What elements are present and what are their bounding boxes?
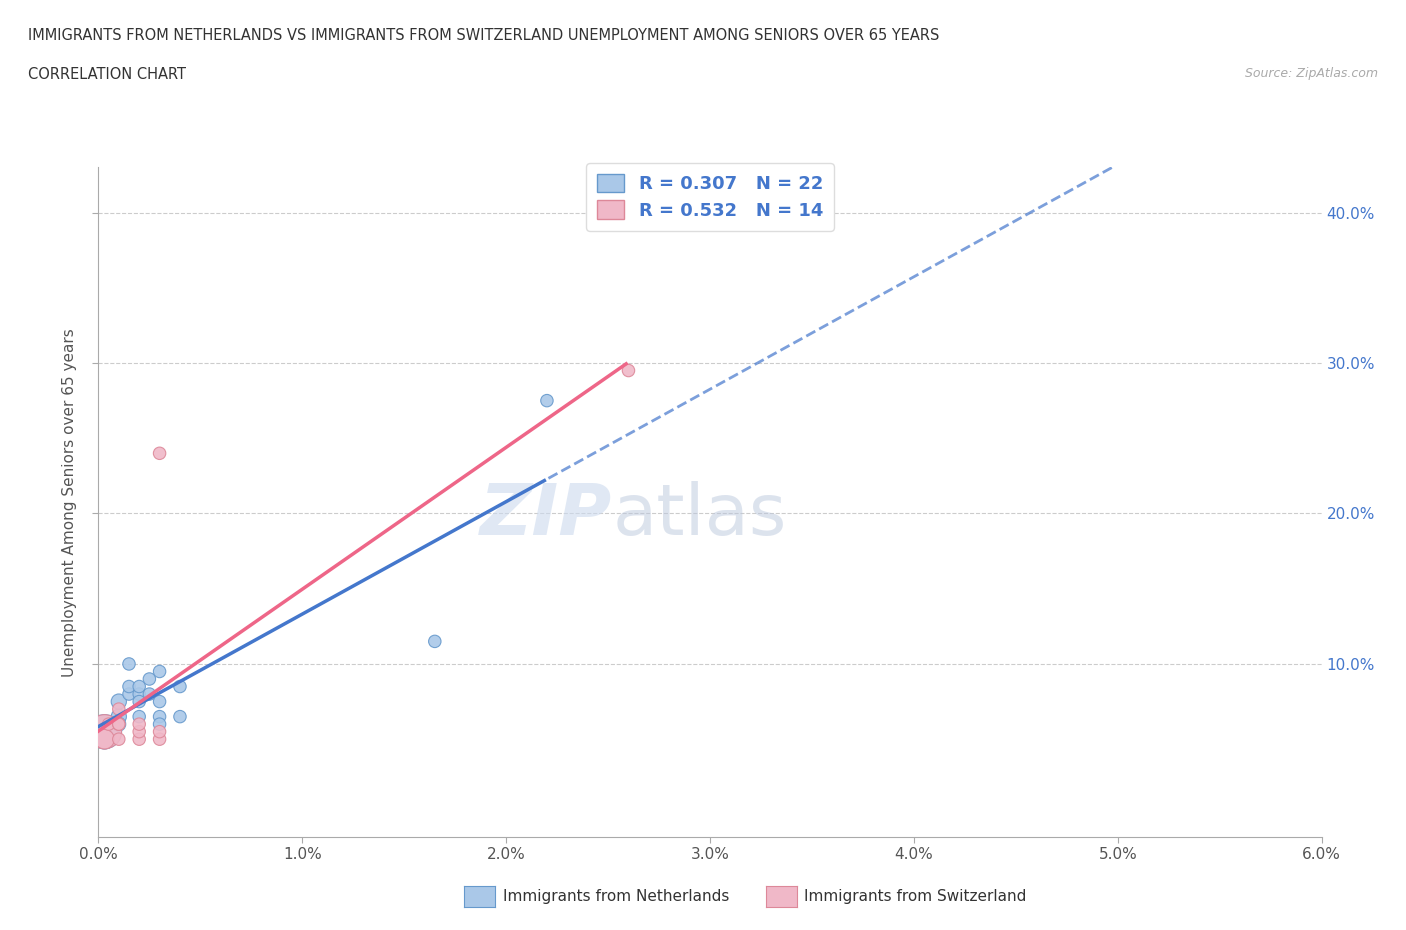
- Point: [149, 732, 172, 747]
- Point: [93, 724, 115, 739]
- Point: [169, 679, 191, 694]
- Point: [108, 717, 131, 732]
- Point: [423, 634, 446, 649]
- Point: [118, 686, 141, 701]
- Point: [108, 717, 131, 732]
- Text: IMMIGRANTS FROM NETHERLANDS VS IMMIGRANTS FROM SWITZERLAND UNEMPLOYMENT AMONG SE: IMMIGRANTS FROM NETHERLANDS VS IMMIGRANT…: [28, 28, 939, 43]
- Point: [169, 710, 191, 724]
- Point: [108, 694, 131, 709]
- Legend: R = 0.307   N = 22, R = 0.532   N = 14: R = 0.307 N = 22, R = 0.532 N = 14: [586, 163, 834, 231]
- Point: [128, 717, 150, 732]
- Point: [149, 445, 172, 460]
- Point: [108, 717, 131, 732]
- Point: [149, 664, 172, 679]
- Point: [108, 701, 131, 716]
- Point: [617, 363, 640, 378]
- Point: [138, 686, 160, 701]
- Point: [128, 732, 150, 747]
- Y-axis label: Unemployment Among Seniors over 65 years: Unemployment Among Seniors over 65 years: [62, 328, 77, 677]
- Point: [149, 717, 172, 732]
- Point: [108, 710, 131, 724]
- Text: CORRELATION CHART: CORRELATION CHART: [28, 67, 186, 82]
- Text: Immigrants from Netherlands: Immigrants from Netherlands: [503, 889, 730, 904]
- Text: ZIP: ZIP: [479, 481, 612, 550]
- Point: [108, 732, 131, 747]
- Text: Source: ZipAtlas.com: Source: ZipAtlas.com: [1244, 67, 1378, 80]
- Point: [128, 710, 150, 724]
- Point: [93, 732, 115, 747]
- Point: [93, 732, 115, 747]
- Text: Immigrants from Switzerland: Immigrants from Switzerland: [804, 889, 1026, 904]
- Point: [149, 724, 172, 739]
- Point: [97, 717, 120, 732]
- Point: [128, 724, 150, 739]
- Point: [536, 393, 558, 408]
- Point: [118, 657, 141, 671]
- Point: [93, 724, 115, 739]
- Point: [149, 710, 172, 724]
- Point: [128, 686, 150, 701]
- Point: [138, 671, 160, 686]
- Point: [128, 694, 150, 709]
- Point: [118, 679, 141, 694]
- Point: [128, 679, 150, 694]
- Text: atlas: atlas: [612, 481, 786, 550]
- Point: [149, 694, 172, 709]
